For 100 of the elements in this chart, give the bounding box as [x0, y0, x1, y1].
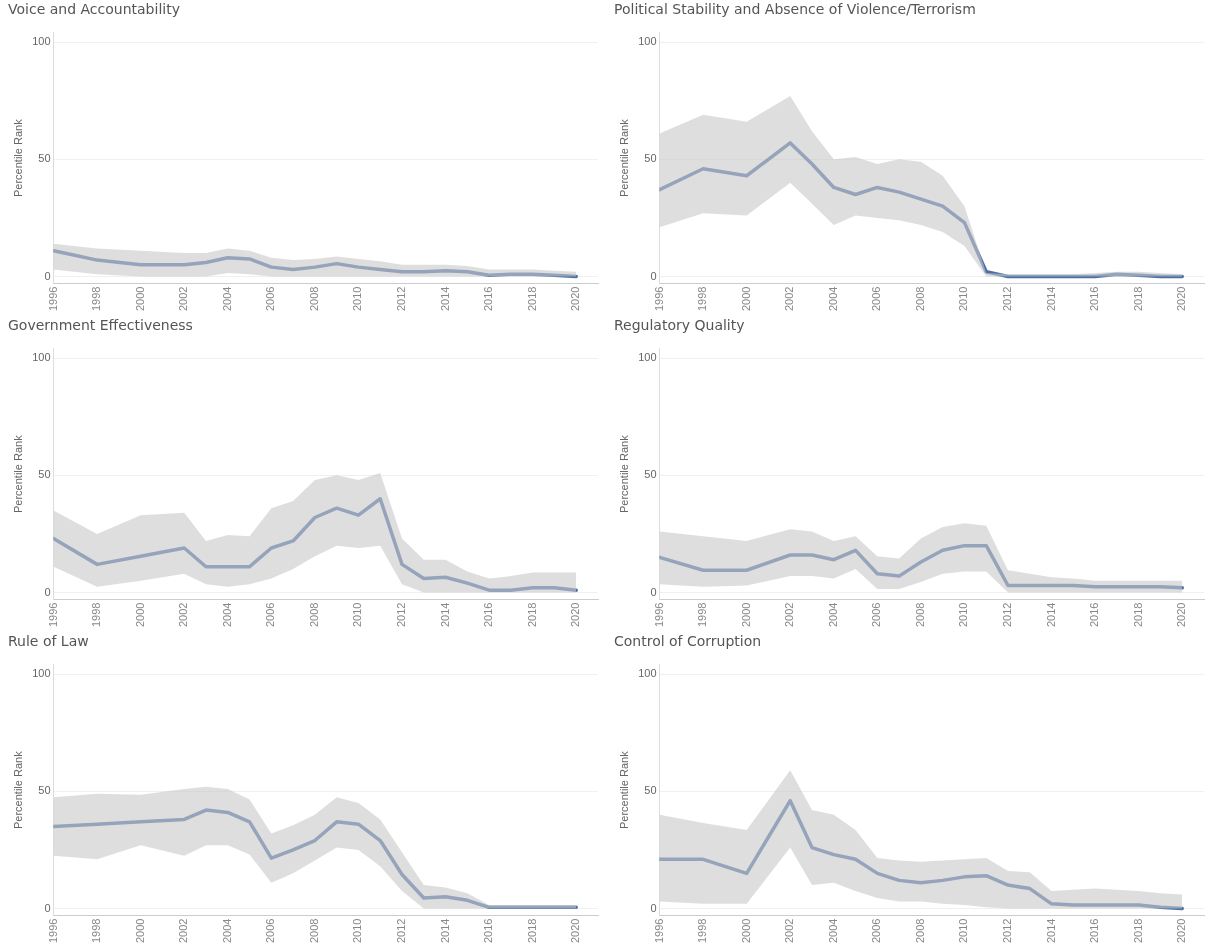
x-tick-label: 2010 — [957, 918, 970, 944]
x-tick-label: 2008 — [913, 286, 926, 312]
x-tick-label: 2010 — [351, 918, 364, 944]
y-tick-label: 0 — [650, 901, 657, 914]
y-tick-label: 100 — [32, 35, 51, 48]
x-tick-label: 2006 — [870, 918, 883, 944]
x-tick-label: 2004 — [826, 602, 839, 628]
x-tick-label: 1996 — [46, 918, 59, 944]
x-tick-label: 1998 — [90, 918, 103, 944]
x-tick-label: 1998 — [90, 286, 103, 312]
x-tick-label: 1996 — [652, 602, 665, 628]
chart-title: Regulatory Quality — [614, 317, 745, 334]
x-tick-label: 2018 — [1131, 918, 1144, 944]
x-tick-label: 2014 — [438, 286, 451, 312]
x-tick-label: 2000 — [739, 286, 752, 312]
x-tick-label: 2014 — [1044, 918, 1057, 944]
x-tick-label: 2018 — [525, 602, 538, 628]
x-tick-label: 1996 — [46, 602, 59, 628]
x-tick-label: 2016 — [1088, 286, 1101, 312]
y-tick-label: 50 — [644, 784, 657, 797]
y-tick-label: 100 — [638, 667, 657, 680]
x-tick-label: 2018 — [1131, 286, 1144, 312]
x-tick-label: 2004 — [826, 918, 839, 944]
y-tick-label: 50 — [644, 152, 657, 165]
y-tick-label: 50 — [644, 468, 657, 481]
x-tick-label: 1998 — [696, 918, 709, 944]
x-tick-label: 2016 — [1088, 602, 1101, 628]
y-tick-label: 0 — [44, 901, 51, 914]
y-axis-title: Percentile Rank — [617, 750, 630, 829]
y-tick-label: 100 — [638, 35, 657, 48]
y-tick-label: 0 — [44, 269, 51, 282]
y-tick-label: 100 — [638, 351, 657, 364]
x-tick-label: 2018 — [1131, 602, 1144, 628]
y-tick-label: 100 — [32, 351, 51, 364]
x-tick-label: 2008 — [913, 918, 926, 944]
x-tick-label: 2012 — [395, 602, 408, 628]
x-tick-label: 1996 — [652, 918, 665, 944]
x-tick-label: 2008 — [307, 286, 320, 312]
x-tick-label: 2004 — [220, 602, 233, 628]
y-tick-label: 50 — [38, 468, 51, 481]
y-tick-label: 0 — [650, 585, 657, 598]
x-tick-label: 2000 — [133, 286, 146, 312]
x-tick-label: 1996 — [46, 286, 59, 312]
x-tick-label: 2006 — [264, 918, 277, 944]
x-tick-label: 2010 — [351, 286, 364, 312]
y-axis-title: Percentile Rank — [11, 434, 24, 513]
x-tick-label: 2008 — [307, 918, 320, 944]
x-tick-label: 2012 — [1001, 286, 1014, 312]
chart-title: Control of Corruption — [614, 633, 762, 650]
x-tick-label: 2008 — [913, 602, 926, 628]
y-axis-title: Percentile Rank — [617, 118, 630, 197]
x-tick-label: 2014 — [1044, 602, 1057, 628]
y-axis-title: Percentile Rank — [617, 434, 630, 513]
x-tick-label: 2012 — [1001, 602, 1014, 628]
x-tick-label: 1998 — [696, 602, 709, 628]
y-tick-label: 50 — [38, 784, 51, 797]
x-tick-label: 2004 — [220, 918, 233, 944]
chart-title: Voice and Accountability — [8, 1, 180, 18]
x-tick-label: 2012 — [1001, 918, 1014, 944]
y-tick-label: 0 — [44, 585, 51, 598]
x-tick-label: 2016 — [482, 286, 495, 312]
y-tick-label: 0 — [650, 269, 657, 282]
x-tick-label: 2010 — [957, 286, 970, 312]
y-tick-label: 100 — [32, 667, 51, 680]
x-tick-label: 2016 — [482, 602, 495, 628]
x-tick-label: 2010 — [351, 602, 364, 628]
x-tick-label: 2020 — [569, 918, 582, 944]
x-tick-label: 2002 — [783, 286, 796, 312]
x-tick-label: 2006 — [870, 602, 883, 628]
x-tick-label: 2002 — [177, 602, 190, 628]
x-tick-label: 2000 — [133, 602, 146, 628]
x-tick-label: 2020 — [1175, 602, 1188, 628]
x-tick-label: 2002 — [177, 918, 190, 944]
x-tick-label: 2002 — [783, 918, 796, 944]
x-tick-label: 2000 — [739, 918, 752, 944]
y-axis-title: Percentile Rank — [11, 118, 24, 197]
x-tick-label: 2008 — [307, 602, 320, 628]
x-tick-label: 2014 — [438, 602, 451, 628]
x-tick-label: 2020 — [569, 286, 582, 312]
x-tick-label: 2006 — [264, 286, 277, 312]
x-tick-label: 1998 — [696, 286, 709, 312]
x-tick-label: 2020 — [1175, 286, 1188, 312]
x-tick-label: 2000 — [739, 602, 752, 628]
x-tick-label: 2018 — [525, 286, 538, 312]
x-tick-label: 2020 — [569, 602, 582, 628]
y-tick-label: 50 — [38, 152, 51, 165]
x-tick-label: 2010 — [957, 602, 970, 628]
x-tick-label: 2020 — [1175, 918, 1188, 944]
x-tick-label: 2000 — [133, 918, 146, 944]
chart-title: Rule of Law — [8, 633, 89, 650]
y-axis-title: Percentile Rank — [11, 750, 24, 829]
x-tick-label: 1998 — [90, 602, 103, 628]
chart-title: Government Effectiveness — [8, 317, 193, 334]
x-tick-label: 2004 — [220, 286, 233, 312]
x-tick-label: 2012 — [395, 918, 408, 944]
x-tick-label: 2016 — [1088, 918, 1101, 944]
x-tick-label: 2018 — [525, 918, 538, 944]
chart-title: Political Stability and Absence of Violence/Terrorism — [614, 1, 976, 18]
x-tick-label: 2002 — [783, 602, 796, 628]
x-tick-label: 2004 — [826, 286, 839, 312]
